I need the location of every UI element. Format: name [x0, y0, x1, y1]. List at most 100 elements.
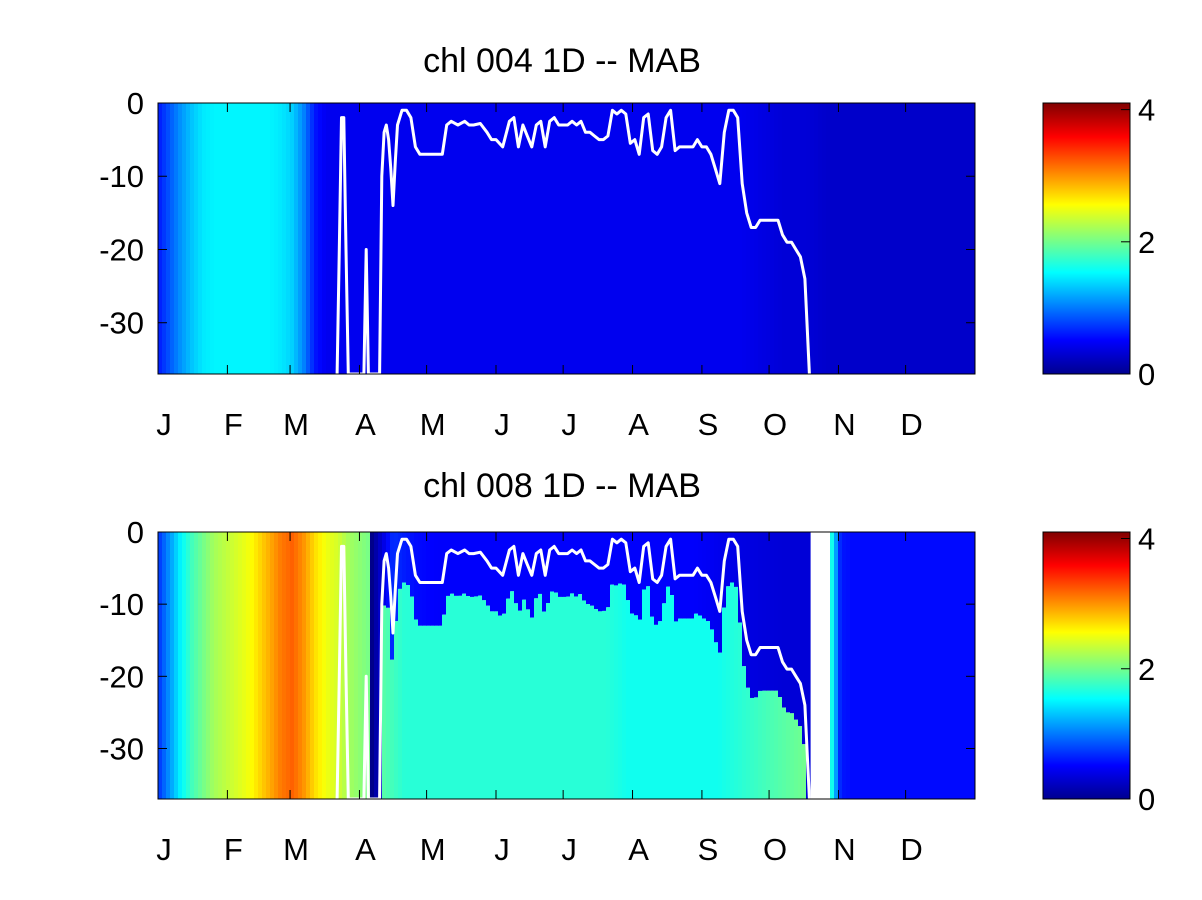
heatmap-cell — [414, 103, 419, 374]
heatmap-cell — [422, 103, 427, 374]
heatmap-cell — [558, 103, 563, 374]
heatmap-column — [582, 532, 587, 799]
heatmap-column — [522, 103, 527, 374]
heatmap-column — [650, 103, 655, 374]
heatmap-column — [734, 103, 739, 374]
heatmap-cell — [614, 103, 619, 374]
heatmap-cell — [686, 103, 691, 374]
heatmap-cell — [358, 103, 363, 374]
heatmap-column — [714, 532, 719, 799]
heatmap-cell — [542, 103, 547, 374]
x-tick-label: S — [698, 407, 719, 442]
heatmap-cell — [570, 593, 575, 799]
heatmap-column — [482, 103, 487, 374]
mixed-layer-line — [335, 537, 811, 799]
heatmap-cell — [262, 103, 267, 374]
heatmap-column — [450, 532, 455, 799]
heatmap-column — [214, 103, 219, 374]
chart-title: chl 008 1D -- MAB — [423, 467, 701, 505]
heatmap-column — [910, 103, 915, 374]
heatmap-column — [170, 532, 175, 799]
heatmap-cell — [606, 532, 611, 608]
heatmap-cell — [246, 103, 251, 374]
heatmap-column — [722, 103, 727, 374]
heatmap-cell — [530, 103, 535, 374]
heatmap-column — [874, 532, 879, 799]
heatmap-cell — [514, 603, 519, 799]
heatmap-column — [654, 532, 659, 799]
heatmap-cell — [706, 103, 711, 374]
heatmap-column — [858, 103, 863, 374]
heatmap-cell — [722, 607, 727, 799]
heatmap-column — [166, 532, 171, 799]
heatmap-column — [390, 103, 395, 374]
heatmap-column — [290, 103, 295, 374]
heatmap-cell — [738, 103, 743, 374]
heatmap-cell — [570, 532, 575, 594]
heatmap-cell — [754, 697, 759, 799]
heatmap-cell — [650, 103, 655, 374]
heatmap-cell — [590, 605, 595, 799]
heatmap-cell — [834, 532, 839, 799]
heatmap-cell — [750, 532, 755, 698]
heatmap-cell — [534, 532, 539, 599]
heatmap-column — [342, 103, 347, 374]
heatmap-cell — [374, 532, 379, 799]
heatmap-cell — [182, 103, 187, 374]
heatmap-cell — [234, 103, 239, 374]
heatmap-column — [510, 532, 515, 799]
heatmap-column — [578, 103, 583, 374]
heatmap-column — [450, 103, 455, 374]
heatmap-column — [894, 103, 899, 374]
heatmap-cell — [714, 103, 719, 374]
heatmap-cell — [898, 103, 903, 374]
heatmap-column — [274, 103, 279, 374]
heatmap-cell — [582, 103, 587, 374]
x-tick-label: J — [156, 407, 172, 442]
heatmap-cell — [718, 652, 723, 799]
heatmap-column — [290, 532, 295, 799]
heatmap-cell — [666, 103, 671, 374]
heatmap-cell — [434, 625, 439, 799]
heatmap-column — [866, 532, 871, 799]
heatmap-column — [942, 103, 947, 374]
heatmap-column — [790, 103, 795, 374]
heatmap-cell — [738, 622, 743, 799]
heatmap-column — [886, 532, 891, 799]
heatmap-column — [758, 532, 763, 799]
heatmap-column — [482, 532, 487, 799]
heatmap-column — [966, 532, 971, 799]
heatmap-cell — [334, 532, 339, 799]
heatmap-column — [766, 103, 771, 374]
heatmap-column — [726, 103, 731, 374]
heatmap-cell — [646, 586, 651, 799]
heatmap-cell — [558, 596, 563, 799]
heatmap-column — [562, 532, 567, 799]
heatmap-column — [834, 532, 839, 799]
heatmap-cell — [622, 532, 627, 585]
heatmap-cell — [566, 532, 571, 597]
heatmap-cell — [930, 532, 935, 799]
heatmap-column — [402, 532, 407, 799]
heatmap-cell — [366, 532, 371, 799]
heatmap-column — [382, 103, 387, 374]
heatmap-cell — [402, 532, 407, 583]
heatmap-cell — [510, 532, 515, 592]
mixed-layer-line — [335, 108, 811, 374]
heatmap-column — [490, 103, 495, 374]
heatmap-column — [238, 103, 243, 374]
heatmap-column — [570, 532, 575, 799]
heatmap-cell — [270, 103, 275, 374]
heatmap-column — [906, 532, 911, 799]
heatmap-column — [882, 532, 887, 799]
heatmap-column — [262, 103, 267, 374]
heatmap-cell — [866, 532, 871, 799]
heatmap-cell — [594, 532, 599, 609]
heatmap-cell — [394, 621, 399, 799]
heatmap-cell — [326, 103, 331, 374]
heatmap-cell — [766, 690, 771, 799]
heatmap-cell — [546, 602, 551, 799]
heatmap-cell — [362, 103, 367, 374]
heatmap-column — [534, 532, 539, 799]
heatmap-column — [574, 532, 579, 799]
